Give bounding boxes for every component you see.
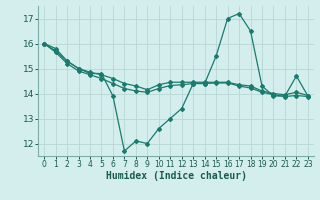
X-axis label: Humidex (Indice chaleur): Humidex (Indice chaleur): [106, 171, 246, 181]
